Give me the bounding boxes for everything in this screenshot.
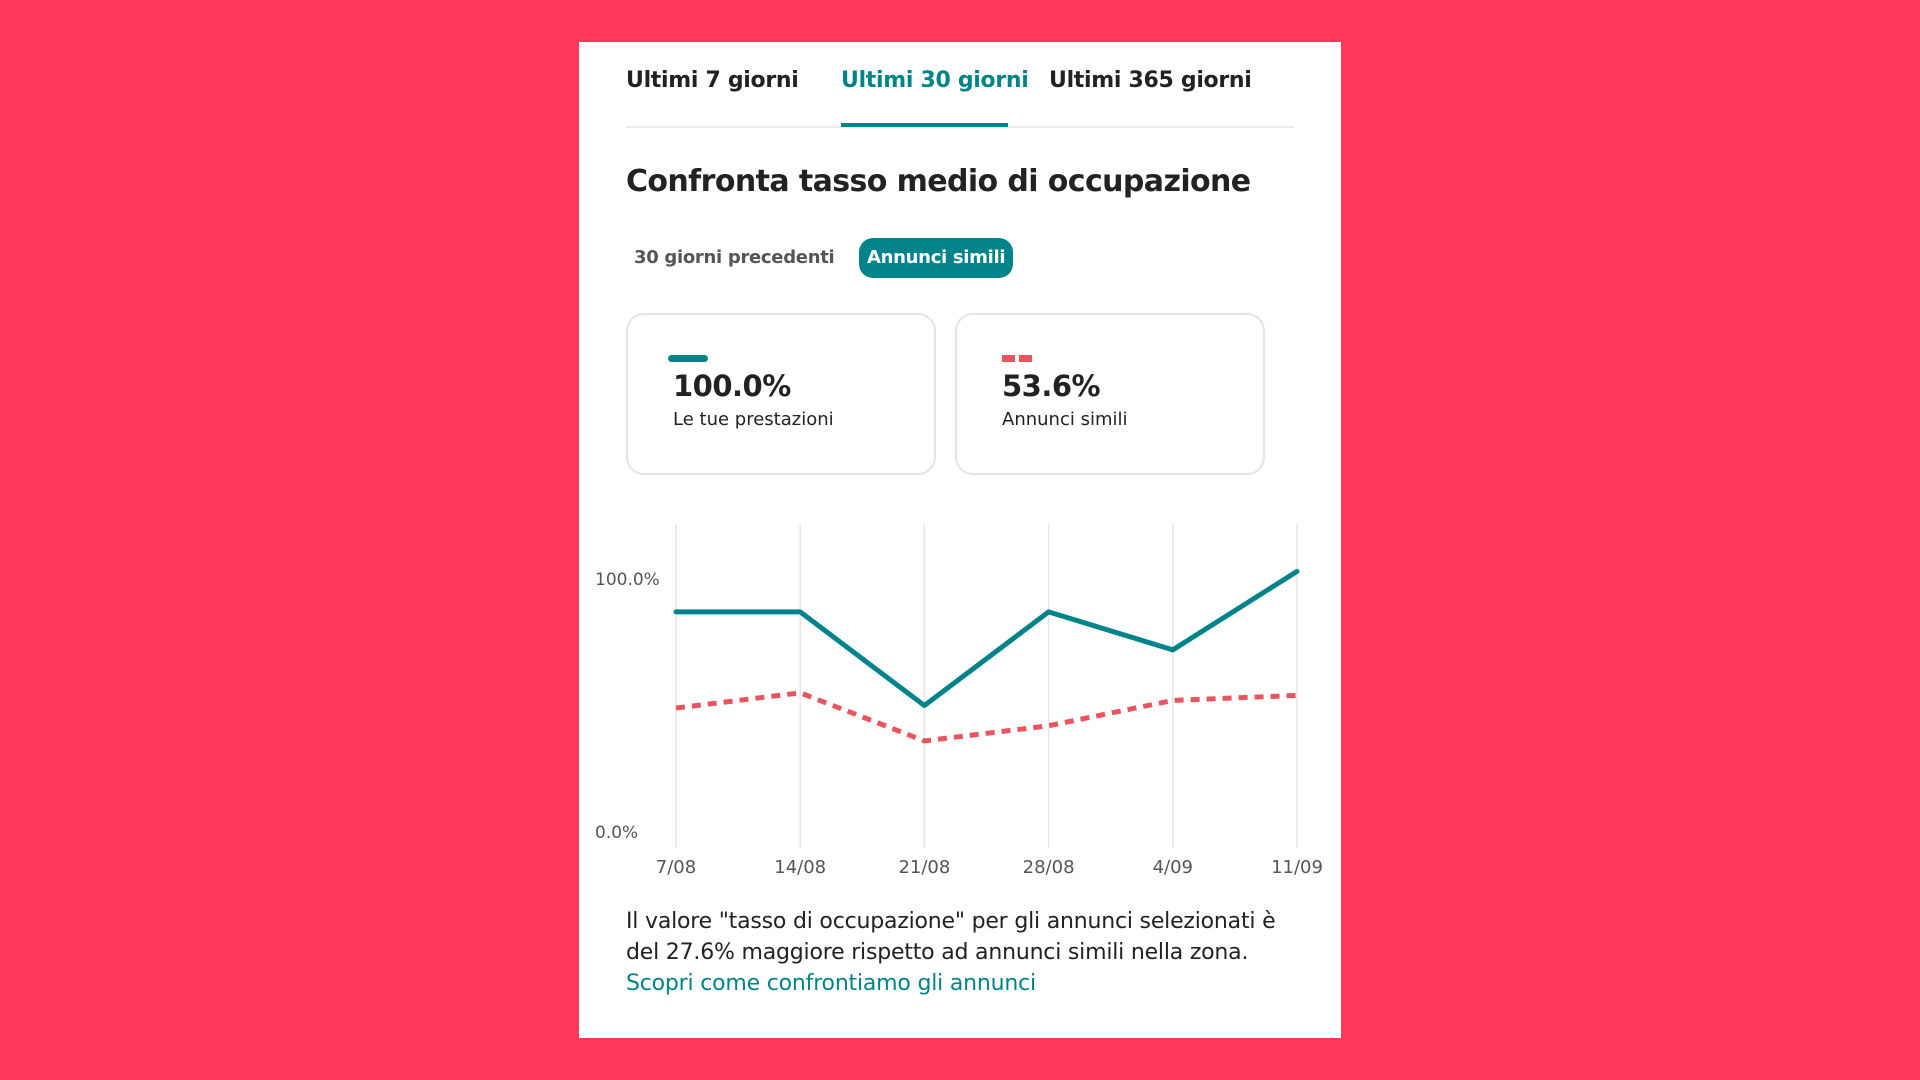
x-tick-label: 21/08 [898, 857, 950, 878]
x-tick-label: 28/08 [1023, 857, 1075, 878]
stat-card-similar-listings: 53.6% Annunci simili [955, 313, 1265, 475]
y-tick-label: 100.0% [595, 570, 660, 590]
active-tab-indicator [841, 123, 1008, 127]
stat-card-your-performance: 100.0% Le tue prestazioni [626, 313, 936, 475]
tab-last-365-days[interactable]: Ultimi 365 giorni [1049, 68, 1252, 93]
x-tick-label: 7/08 [656, 857, 696, 878]
stat-label: Annunci simili [1002, 409, 1128, 430]
legend-dashed-line [1002, 355, 1032, 362]
series-line-your-performance [673, 568, 1300, 708]
occupancy-card: Ultimi 7 giorni Ultimi 30 giorni Ultimi … [579, 42, 1341, 1038]
footnote-text: Il valore "tasso di occupazione" per gli… [626, 909, 1276, 965]
y-tick-label: 0.0% [595, 823, 638, 843]
stat-value: 53.6% [1002, 369, 1101, 403]
x-tick-label: 4/09 [1153, 857, 1193, 878]
occupancy-line-chart: 100.0% 0.0% 7/08 14/08 21/08 28/08 4/09 11/09 [595, 524, 1323, 878]
section-title: Confronta tasso medio di occupazione [626, 164, 1251, 199]
footnote: Il valore "tasso di occupazione" per gli… [626, 906, 1306, 999]
filter-previous-30-days[interactable]: 30 giorni precedenti [634, 247, 835, 268]
x-tick-label: 14/08 [774, 857, 826, 878]
filter-similar-listings[interactable]: Annunci simili [859, 238, 1014, 278]
series-line-similar-listings [675, 690, 1298, 744]
legend-solid-line [668, 355, 708, 362]
tab-last-7-days[interactable]: Ultimi 7 giorni [626, 68, 799, 93]
learn-more-link[interactable]: Scopri come confrontiamo gli annunci [626, 971, 1036, 996]
x-tick-label: 11/09 [1271, 857, 1323, 878]
stat-label: Le tue prestazioni [673, 409, 834, 430]
tab-last-30-days[interactable]: Ultimi 30 giorni [841, 68, 1029, 93]
stat-value: 100.0% [673, 369, 791, 403]
period-tabs: Ultimi 7 giorni Ultimi 30 giorni Ultimi … [626, 42, 1294, 128]
